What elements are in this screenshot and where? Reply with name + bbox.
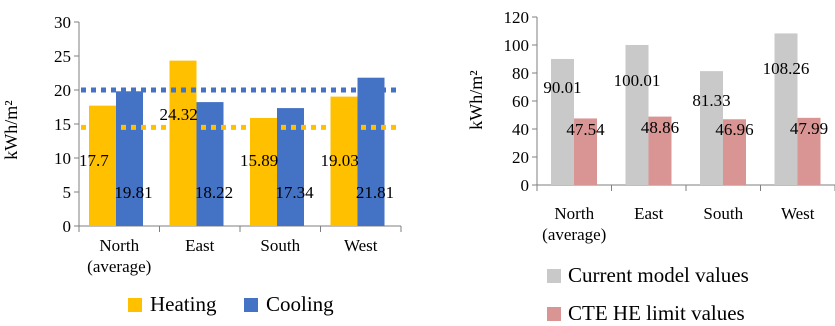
legend-swatch — [547, 269, 561, 283]
x-tick-label: South — [260, 236, 300, 255]
data-label: 81.33 — [692, 91, 730, 110]
y-axis-title: kWh/m² — [466, 70, 486, 129]
data-label: 47.99 — [790, 119, 828, 138]
legend-label: CTE HE limit values — [568, 301, 745, 325]
data-label: 21.81 — [356, 183, 394, 202]
x-tick-label: East — [185, 236, 215, 255]
bar-current-model-values — [625, 44, 649, 186]
y-axis-title: kWh/m² — [1, 100, 21, 159]
legend-swatch — [244, 298, 258, 312]
data-label: 46.96 — [715, 120, 753, 139]
x-tick-label: West — [781, 204, 815, 223]
bar-current-model-values — [551, 58, 574, 185]
data-label: 48.86 — [641, 118, 679, 137]
y-tick-label: 0 — [521, 176, 530, 195]
legend-swatch — [547, 307, 561, 321]
legend-label: Current model values — [568, 263, 749, 287]
bar-cooling — [116, 91, 143, 227]
x-tick-label: North (average) — [542, 204, 606, 244]
y-tick-label: 5 — [63, 183, 72, 202]
y-tick-label: 60 — [512, 92, 529, 111]
y-tick-label: 80 — [512, 64, 529, 83]
data-label: 47.54 — [566, 120, 605, 139]
bar-heating — [330, 96, 358, 226]
data-label: 15.89 — [240, 151, 278, 170]
data-label: 19.81 — [114, 183, 152, 202]
bar-current-model-values — [774, 33, 798, 185]
y-tick-label: 120 — [504, 8, 530, 27]
y-tick-label: 100 — [504, 36, 530, 55]
legend-label: Heating — [150, 292, 217, 316]
x-tick-label: South — [703, 204, 743, 223]
y-tick-label: 30 — [54, 13, 71, 32]
bar-heating — [169, 60, 197, 227]
y-tick-label: 20 — [512, 148, 529, 167]
bar-heating — [250, 117, 277, 226]
legend-label: Cooling — [266, 292, 334, 316]
bar-cte-he-limit-values — [574, 118, 597, 185]
data-label: 17.34 — [275, 183, 314, 202]
data-label: 19.03 — [321, 151, 359, 170]
data-label: 100.01 — [614, 71, 661, 90]
y-tick-label: 40 — [512, 120, 529, 139]
legend-swatch — [128, 298, 142, 312]
x-tick-label: East — [634, 204, 664, 223]
bar-cte-he-limit-values — [723, 119, 746, 185]
y-tick-label: 10 — [54, 149, 71, 168]
y-tick-label: 0 — [63, 217, 72, 236]
data-label: 24.32 — [160, 105, 198, 124]
data-label: 108.26 — [763, 59, 810, 78]
bar-cte-he-limit-values — [648, 116, 672, 185]
bar-cte-he-limit-values — [797, 117, 821, 185]
data-label: 90.01 — [543, 78, 581, 97]
bar-current-model-values — [700, 71, 723, 185]
x-tick-label: North (average) — [87, 236, 151, 276]
x-tick-label: West — [344, 236, 378, 255]
data-label: 17.7 — [79, 151, 109, 170]
y-tick-label: 15 — [54, 115, 71, 134]
bar-cooling — [196, 102, 224, 226]
data-label: 18.22 — [195, 183, 233, 202]
y-tick-label: 20 — [54, 81, 71, 100]
bar-cooling — [357, 77, 385, 226]
y-tick-label: 25 — [54, 47, 71, 66]
